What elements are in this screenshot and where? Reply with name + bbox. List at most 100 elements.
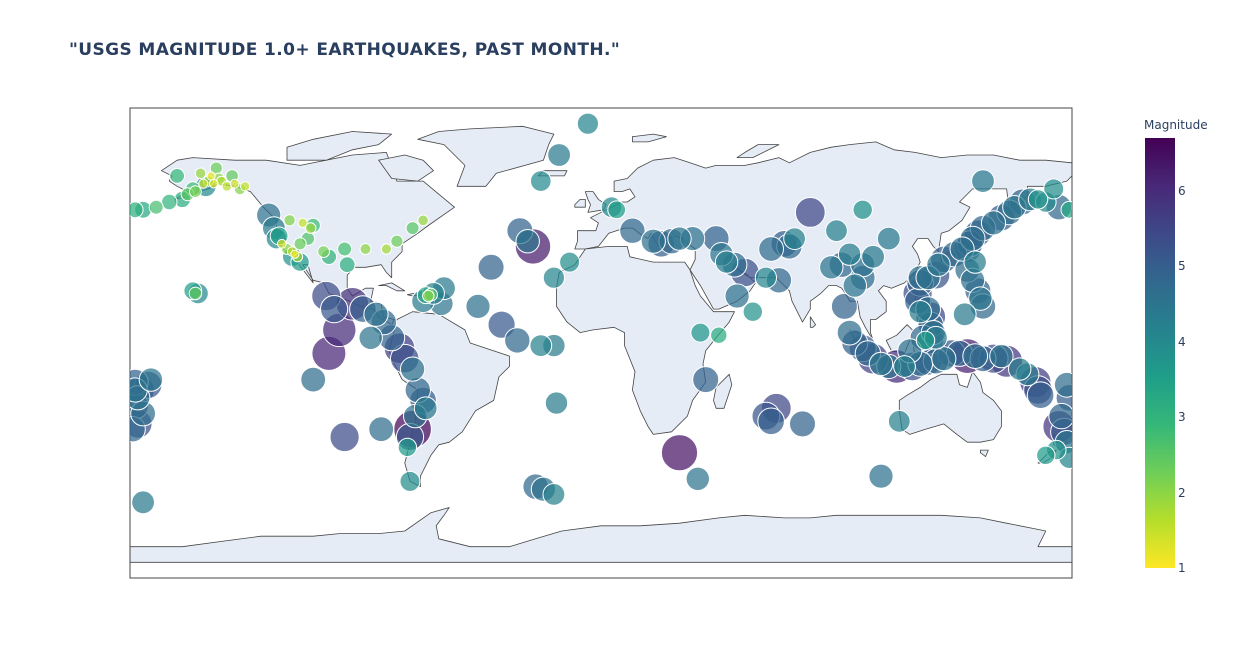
earthquake-marker[interactable] [789,410,816,438]
earthquake-marker[interactable] [989,343,1014,369]
earthquake-marker[interactable] [304,222,317,234]
earthquake-marker[interactable] [1036,445,1056,465]
earthquake-marker[interactable] [363,301,389,327]
earthquake-marker[interactable] [952,302,977,327]
earthquake-marker[interactable] [1048,402,1074,430]
earthquake-marker[interactable] [399,470,421,492]
earthquake-marker[interactable] [1053,371,1079,398]
earthquake-marker[interactable] [931,346,957,372]
earthquake-marker[interactable] [547,143,571,167]
earthquake-marker[interactable] [542,266,566,289]
earthquake-marker[interactable] [390,234,404,248]
earthquake-marker[interactable] [127,201,144,219]
earthquake-marker[interactable] [1027,189,1049,210]
earthquake-marker[interactable] [830,292,858,320]
earthquake-marker[interactable] [515,229,540,254]
earthquake-marker[interactable] [422,289,435,303]
earthquake-marker[interactable] [667,226,692,251]
earthquake-marker[interactable] [208,178,219,189]
earthquake-marker[interactable] [283,214,296,227]
earthquake-marker[interactable] [189,185,202,199]
earthquake-marker[interactable] [887,409,911,433]
earthquake-marker[interactable] [783,227,806,251]
earthquake-marker[interactable] [194,167,207,180]
earthquake-marker[interactable] [640,228,666,254]
earthquake-marker[interactable] [276,238,287,249]
earthquake-marker[interactable] [368,416,395,443]
earthquake-marker[interactable] [714,250,739,274]
earthquake-marker[interactable] [359,243,372,255]
earthquake-marker[interactable] [417,214,429,227]
earthquake-marker[interactable] [1008,357,1032,381]
earthquake-marker[interactable] [290,249,300,259]
earthquake-marker[interactable] [692,366,720,394]
earthquake-marker[interactable] [685,466,710,491]
earthquake-marker[interactable] [576,112,600,135]
earthquake-marker[interactable] [240,181,251,192]
earthquake-marker[interactable] [529,334,553,358]
earthquake-marker[interactable] [338,256,356,274]
earthquake-marker[interactable] [400,356,426,382]
earthquake-marker[interactable] [477,253,505,281]
earthquake-marker[interactable] [465,293,491,319]
earthquake-marker[interactable] [148,199,164,215]
earthquake-marker[interactable] [607,200,627,220]
earthquake-marker[interactable] [842,273,867,298]
earthquake-marker[interactable] [836,319,863,346]
earthquake-marker[interactable] [1043,178,1065,200]
earthquake-marker[interactable] [1060,200,1078,219]
earthquake-marker[interactable] [380,243,392,255]
earthquake-marker[interactable] [300,366,327,393]
earthquake-marker[interactable] [544,391,569,415]
earthquake-marker[interactable] [710,326,728,344]
earthquake-marker[interactable] [337,241,353,257]
earthquake-marker[interactable] [893,355,916,378]
earthquake-marker[interactable] [963,250,987,274]
earthquake-marker[interactable] [317,245,331,259]
earthquake-marker[interactable] [619,217,646,244]
earthquake-marker[interactable] [131,490,156,515]
earthquake-marker[interactable] [915,330,936,351]
earthquake-marker[interactable] [405,221,420,236]
earthquake-marker[interactable] [206,171,216,181]
earthquake-marker[interactable] [724,283,750,309]
earthquake-marker[interactable] [188,286,203,301]
earthquake-marker[interactable] [397,437,418,458]
earthquake-marker[interactable] [926,252,951,277]
earthquake-marker[interactable] [293,237,307,251]
earthquake-marker[interactable] [754,266,778,289]
earthquake-marker[interactable] [971,169,995,194]
earthquake-marker[interactable] [530,170,552,192]
earthquake-marker[interactable] [758,236,784,262]
earthquake-marker[interactable] [690,322,711,343]
earthquake-marker[interactable] [504,327,531,354]
earthquake-marker[interactable] [358,325,383,350]
earthquake-marker[interactable] [660,434,699,472]
earthquake-marker[interactable] [198,178,209,189]
earthquake-marker[interactable] [542,483,566,506]
earthquake-marker[interactable] [868,463,894,489]
earthquake-marker[interactable] [837,242,862,266]
earthquake-marker[interactable] [161,193,178,211]
earthquake-marker[interactable] [868,351,894,377]
earthquake-marker[interactable] [968,286,993,311]
earthquake-marker[interactable] [742,301,763,322]
earthquake-marker[interactable] [169,168,186,184]
earthquake-marker[interactable] [297,217,308,228]
earthquake-marker[interactable] [138,367,164,392]
earthquake-marker[interactable] [819,255,844,280]
earthquake-marker[interactable] [329,421,360,453]
earthquake-marker[interactable] [825,219,848,243]
earthquake-marker[interactable] [876,226,901,251]
earthquake-marker[interactable] [861,244,885,269]
earthquake-marker[interactable] [962,343,989,370]
earthquake-marker[interactable] [794,197,826,228]
earthquake-marker[interactable] [1026,381,1055,410]
earthquake-marker[interactable] [980,210,1007,236]
earthquake-marker[interactable] [413,396,438,421]
earthquake-marker[interactable] [908,300,932,324]
earthquake-marker[interactable] [320,295,349,324]
earthquake-marker[interactable] [559,251,581,273]
earthquake-marker[interactable] [852,199,873,221]
earthquake-marker[interactable] [229,178,240,189]
